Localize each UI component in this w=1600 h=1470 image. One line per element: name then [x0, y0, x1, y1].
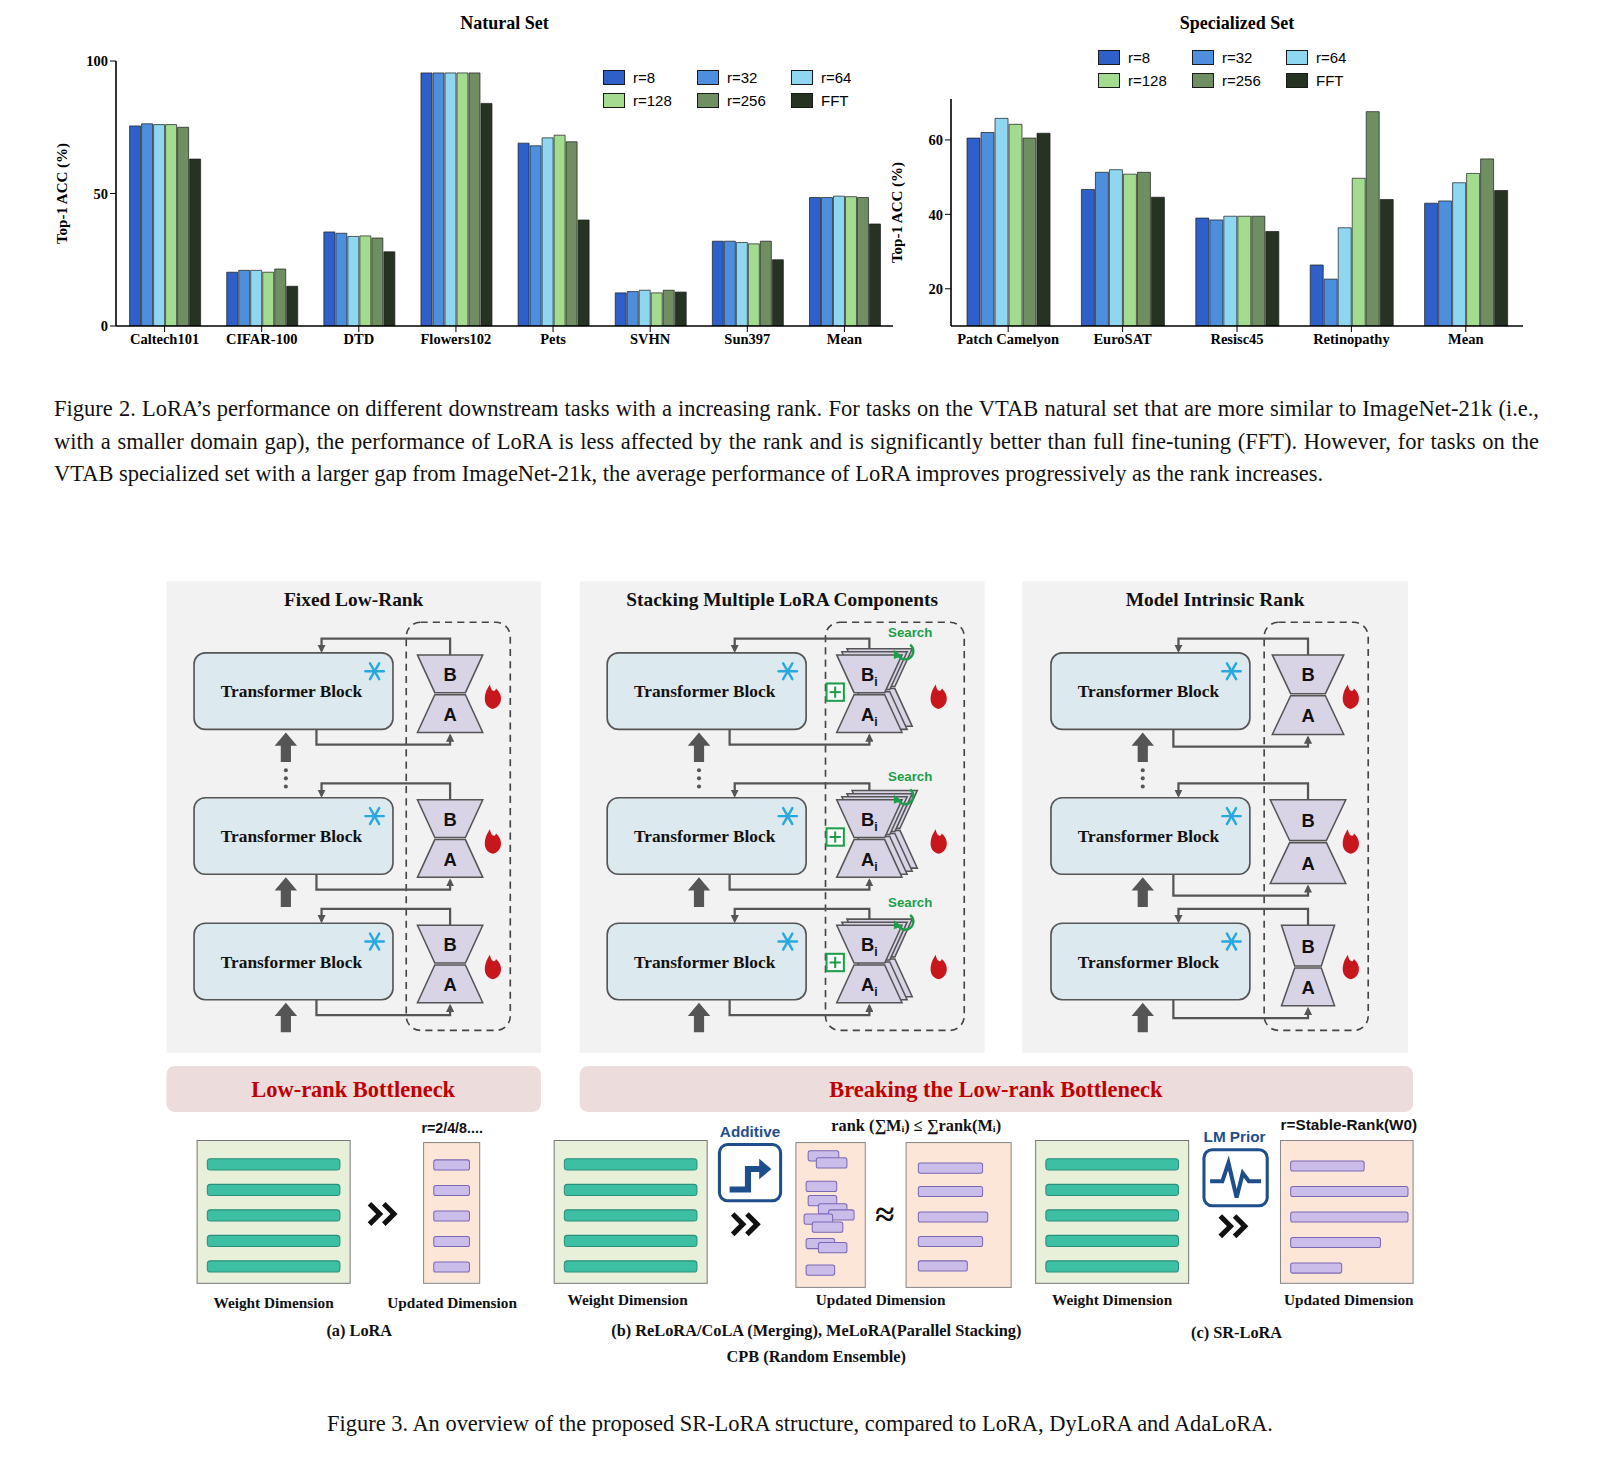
- html-text:r=32: r=32: [1222, 49, 1253, 66]
- svg-text:Updated Dimension: Updated Dimension: [387, 1294, 517, 1311]
- svg-text:Search: Search: [888, 625, 932, 640]
- svg-text:Transformer Block: Transformer Block: [221, 827, 363, 846]
- html-text:r=64: r=64: [821, 69, 852, 86]
- svg-text:A: A: [443, 974, 456, 995]
- svg-text:Transformer Block: Transformer Block: [1078, 827, 1220, 846]
- svg-text:50: 50: [94, 186, 109, 202]
- html-text:r=64: r=64: [1316, 49, 1347, 66]
- svg-text:Transformer Block: Transformer Block: [634, 827, 776, 846]
- svg-text:A: A: [1301, 853, 1314, 874]
- svg-text:Search: Search: [888, 769, 932, 784]
- svg-text:Bi: Bi: [861, 664, 878, 689]
- svg-text:Transformer Block: Transformer Block: [634, 953, 776, 972]
- svg-text:A: A: [1301, 977, 1314, 998]
- svg-text:Stacking Multiple LoRA Compone: Stacking Multiple LoRA Components: [626, 589, 938, 610]
- svg-text:CPB (Random Ensemble): CPB (Random Ensemble): [727, 1347, 906, 1366]
- svg-text:20: 20: [929, 281, 944, 297]
- svg-text:Transformer Block: Transformer Block: [1078, 953, 1220, 972]
- html-text:FFT: FFT: [821, 92, 849, 109]
- svg-text:Ai: Ai: [861, 849, 878, 874]
- svg-text:Resisc45: Resisc45: [1210, 331, 1263, 347]
- html-text:r=256: r=256: [727, 92, 766, 109]
- svg-text:Additive: Additive: [720, 1123, 780, 1140]
- svg-text:(b) ReLoRA/CoLA (Merging), MeL: (b) ReLoRA/CoLA (Merging), MeLoRA(Parall…: [611, 1321, 1021, 1340]
- svg-text:B: B: [443, 809, 456, 830]
- html-text:r=256: r=256: [1222, 72, 1261, 89]
- svg-text:B: B: [1301, 810, 1314, 831]
- html-text:r=8: r=8: [1128, 49, 1151, 66]
- html-text:r=8: r=8: [633, 69, 656, 86]
- svg-text:0: 0: [101, 318, 108, 334]
- svg-text:B: B: [443, 934, 456, 955]
- svg-text:Mean: Mean: [827, 331, 862, 347]
- svg-text:Transformer Block: Transformer Block: [634, 682, 776, 701]
- svg-text:Transformer Block: Transformer Block: [221, 682, 363, 701]
- svg-text:Patch Camelyon: Patch Camelyon: [957, 331, 1059, 347]
- svg-text:Low-rank Bottleneck: Low-rank Bottleneck: [251, 1077, 455, 1102]
- svg-text:Flowers102: Flowers102: [421, 331, 492, 347]
- html-text:r=128: r=128: [1128, 72, 1167, 89]
- svg-text:B: B: [443, 664, 456, 685]
- html-text:Specialized Set: Specialized Set: [1179, 13, 1295, 33]
- html-text:r=32: r=32: [727, 69, 758, 86]
- svg-text:Figure 3. An overview of the p: Figure 3. An overview of the proposed SR…: [327, 1411, 1273, 1436]
- svg-text:Top-1 ACC (%): Top-1 ACC (%): [54, 143, 71, 244]
- svg-text:100: 100: [86, 53, 108, 69]
- svg-text:Bi: Bi: [861, 809, 878, 834]
- svg-text:Ai: Ai: [861, 704, 878, 729]
- svg-text:r=Stable-Rank(W0): r=Stable-Rank(W0): [1281, 1116, 1417, 1133]
- svg-text:Weight Dimension: Weight Dimension: [213, 1294, 334, 1311]
- svg-text:≈: ≈: [875, 1195, 894, 1234]
- svg-text:Updated Dimension: Updated Dimension: [1284, 1291, 1414, 1308]
- svg-text:Fixed Low-Rank: Fixed Low-Rank: [284, 589, 424, 610]
- svg-text:A: A: [443, 704, 456, 725]
- svg-text:DTD: DTD: [344, 331, 375, 347]
- svg-text:LM Prior: LM Prior: [1204, 1128, 1266, 1145]
- svg-text:r=2/4/8....: r=2/4/8....: [421, 1120, 482, 1136]
- svg-text:Ai: Ai: [861, 974, 878, 999]
- svg-text:Transformer Block: Transformer Block: [1078, 682, 1220, 701]
- svg-text:Transformer Block: Transformer Block: [221, 953, 363, 972]
- svg-text:(a) LoRA: (a) LoRA: [326, 1321, 392, 1340]
- svg-text:Pets: Pets: [540, 331, 566, 347]
- svg-text:Bi: Bi: [861, 934, 878, 959]
- svg-text:Mean: Mean: [1448, 331, 1483, 347]
- svg-text:B: B: [1301, 664, 1314, 685]
- svg-text:EuroSAT: EuroSAT: [1093, 331, 1152, 347]
- html-text:Natural Set: Natural Set: [460, 13, 549, 33]
- svg-text:(c) SR-LoRA: (c) SR-LoRA: [1191, 1323, 1282, 1342]
- svg-text:Model Intrinsic Rank: Model Intrinsic Rank: [1126, 589, 1305, 610]
- svg-text:60: 60: [929, 132, 944, 148]
- svg-text:A: A: [1301, 705, 1314, 726]
- html-text:Figure 2. LoRA’s performance o: Figure 2. LoRA’s performance on differen…: [54, 396, 1539, 486]
- svg-text:Top-1 ACC (%): Top-1 ACC (%): [889, 162, 906, 263]
- svg-text:Caltech101: Caltech101: [130, 331, 199, 347]
- svg-text:Retinopathy: Retinopathy: [1313, 331, 1390, 347]
- svg-text:Sun397: Sun397: [724, 331, 770, 347]
- svg-text:B: B: [1301, 936, 1314, 957]
- svg-text:CIFAR-100: CIFAR-100: [226, 331, 297, 347]
- svg-text:Updated Dimension: Updated Dimension: [816, 1291, 946, 1308]
- svg-text:Weight Dimension: Weight Dimension: [1052, 1291, 1173, 1308]
- svg-text:Breaking the Low-rank Bottlene: Breaking the Low-rank Bottleneck: [829, 1077, 1163, 1102]
- svg-text:Weight Dimension: Weight Dimension: [567, 1291, 688, 1308]
- html-text:r=128: r=128: [633, 92, 672, 109]
- html-text:FFT: FFT: [1316, 72, 1344, 89]
- svg-text:A: A: [443, 849, 456, 870]
- svg-text:40: 40: [929, 207, 944, 223]
- svg-text:rank (∑Mᵢ) ≤ ∑rank(Mᵢ): rank (∑Mᵢ) ≤ ∑rank(Mᵢ): [831, 1116, 1001, 1135]
- svg-text:Search: Search: [888, 895, 932, 910]
- svg-text:SVHN: SVHN: [630, 331, 671, 347]
